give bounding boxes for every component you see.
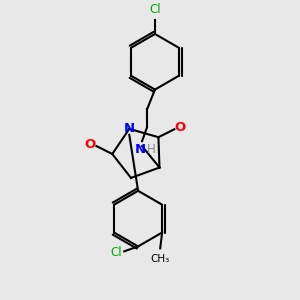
Text: Cl: Cl (110, 246, 122, 259)
Text: N: N (134, 143, 146, 156)
Text: Cl: Cl (149, 3, 161, 16)
Text: O: O (175, 121, 186, 134)
Text: N: N (124, 122, 135, 135)
Text: O: O (85, 138, 96, 151)
Text: H: H (147, 143, 155, 156)
Text: CH₃: CH₃ (151, 254, 170, 264)
